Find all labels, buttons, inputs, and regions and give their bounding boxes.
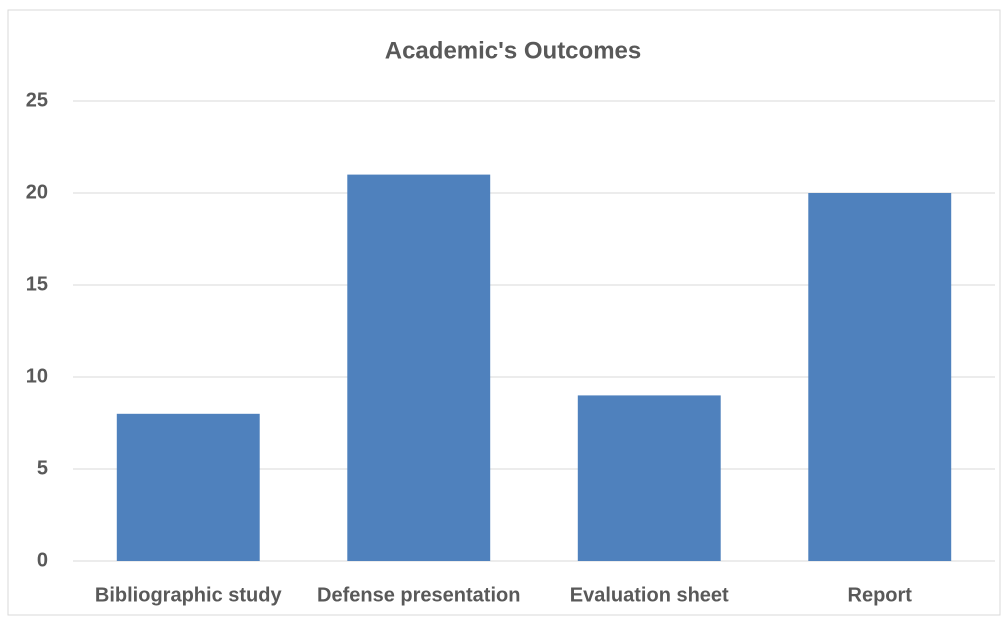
y-tick-label: 0 xyxy=(37,549,48,571)
y-tick-label: 5 xyxy=(37,457,48,479)
x-tick-label: Bibliographic study xyxy=(95,584,283,606)
bar xyxy=(116,413,260,561)
bar xyxy=(347,174,491,561)
y-tick-label: 15 xyxy=(26,273,48,295)
chart-title: Academic's Outcomes xyxy=(385,37,641,64)
y-tick-label: 10 xyxy=(26,365,48,387)
x-tick-label: Report xyxy=(848,584,913,606)
x-tick-label: Evaluation sheet xyxy=(570,584,729,606)
y-tick-label: 20 xyxy=(26,181,48,203)
y-tick-label: 25 xyxy=(26,89,48,111)
bar xyxy=(577,395,721,561)
bar xyxy=(808,193,952,561)
x-tick-label: Defense presentation xyxy=(317,584,520,606)
